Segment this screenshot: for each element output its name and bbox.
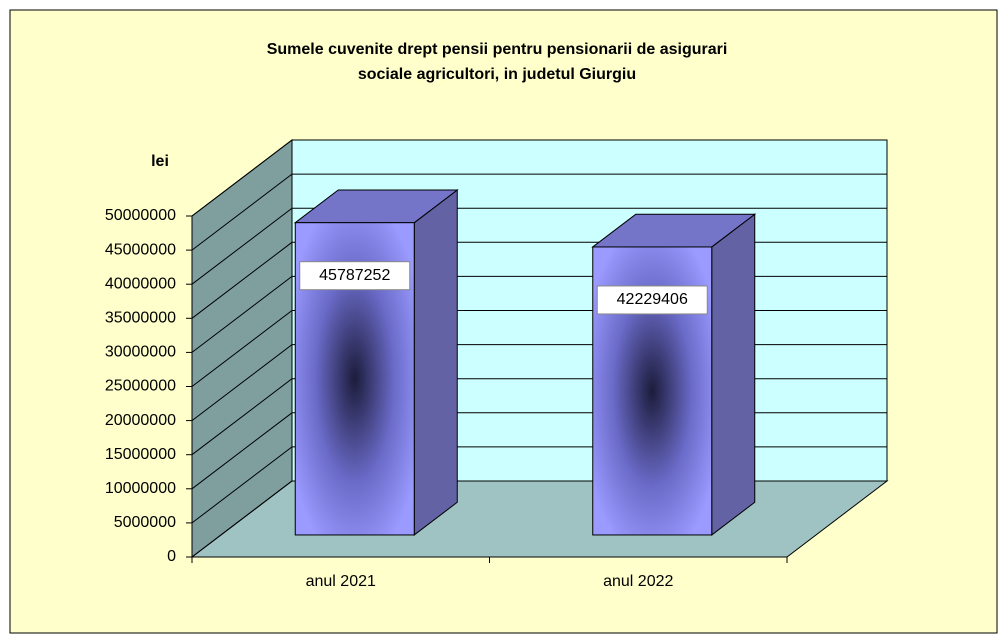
grid-line	[191, 173, 887, 251]
value-label: 45787252	[319, 267, 390, 284]
y-tick-label: 45000000	[105, 241, 176, 258]
y-tick-label: 10000000	[105, 480, 176, 497]
y-tick-label: 35000000	[105, 310, 176, 327]
grid-line	[191, 207, 887, 285]
value-label-box	[299, 261, 411, 291]
y-tick-label: 25000000	[105, 378, 176, 395]
value-label-box	[596, 285, 708, 315]
y-tick-label: 30000000	[105, 344, 176, 361]
grid-line	[191, 139, 887, 217]
y-tick-label: 20000000	[105, 412, 176, 429]
value-label: 42229406	[617, 291, 688, 308]
y-axis-label: lei	[151, 153, 169, 170]
x-tick-label: anul 2022	[603, 573, 673, 590]
y-tick-label: 50000000	[105, 207, 176, 224]
x-tick-label: anul 2021	[306, 573, 376, 590]
y-tick-label: 5000000	[114, 514, 176, 531]
chart-title: Sumele cuvenite drept pensii pentru pens…	[267, 41, 728, 58]
y-tick-label: 0	[167, 548, 176, 565]
chart-subtitle: sociale agricultori, in judetul Giurgiu	[358, 66, 636, 83]
bar-side	[711, 213, 756, 536]
bar-side	[413, 189, 458, 536]
y-tick-label: 40000000	[105, 275, 176, 292]
y-tick-label: 15000000	[105, 446, 176, 463]
